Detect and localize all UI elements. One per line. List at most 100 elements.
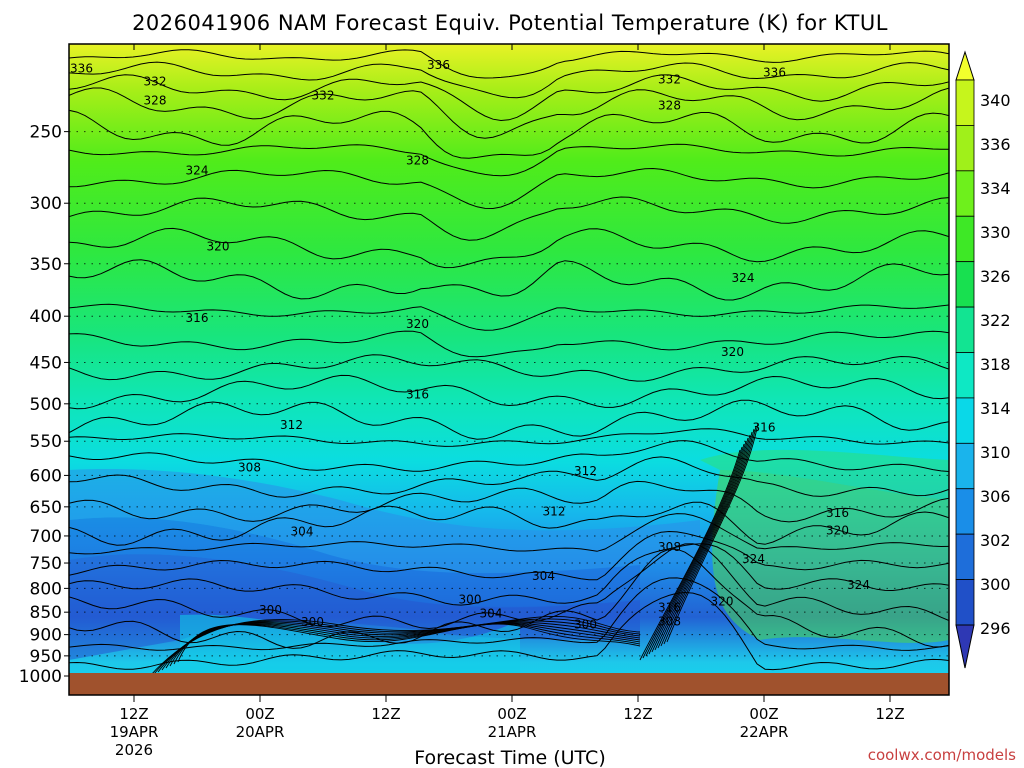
colorbar-swatch <box>955 579 975 626</box>
colorbar-swatch <box>955 215 975 263</box>
contour-line <box>69 87 949 139</box>
contour-label: 300 <box>574 617 597 631</box>
colorbar-label: 326 <box>980 267 1011 286</box>
colorbar-label: 318 <box>980 355 1011 374</box>
contour-label: 316 <box>186 311 209 325</box>
colorbar-swatch <box>955 488 975 535</box>
x-tick-label: 00Z <box>749 705 778 723</box>
y-tick-label: 1000 <box>19 667 62 687</box>
contour-line <box>660 428 755 647</box>
contour-label: 320 <box>721 345 744 359</box>
colorbar-swatch <box>955 533 975 580</box>
contour-label: 316 <box>658 601 681 615</box>
color-bands <box>69 449 949 676</box>
chart-title: 2026041906 NAM Forecast Equiv. Potential… <box>132 11 888 35</box>
y-tick-label: 800 <box>30 579 62 599</box>
contour-label: 312 <box>280 418 303 432</box>
contour-line <box>69 428 949 447</box>
contour-label: 336 <box>427 58 450 72</box>
contour-line <box>69 591 949 671</box>
contour-line <box>69 548 949 649</box>
y-tick-label: 400 <box>30 307 62 327</box>
contour-label: 308 <box>658 614 681 628</box>
contour-line <box>69 577 949 651</box>
colorbar-label: 330 <box>980 223 1011 242</box>
colorbar-swatch <box>955 261 975 308</box>
colorbar-swatch <box>955 170 975 217</box>
contour-line <box>666 422 759 643</box>
y-tick-label: 750 <box>30 554 62 574</box>
colorbar-label: 322 <box>980 311 1011 330</box>
contour-label: 304 <box>532 569 555 583</box>
colorbar-label: 340 <box>980 91 1011 110</box>
contour-label: 324 <box>732 271 755 285</box>
contour-line <box>69 543 949 606</box>
x-tick-label: 22APR <box>740 723 789 741</box>
contour-label: 312 <box>574 464 597 478</box>
contour-line <box>69 109 949 159</box>
contour-band <box>712 470 949 643</box>
contour-line <box>69 259 949 301</box>
colorbar-label: 336 <box>980 135 1011 154</box>
contour-line <box>177 623 641 663</box>
contour-line <box>69 303 949 331</box>
contour-line <box>69 49 949 79</box>
y-tick-label: 550 <box>30 432 62 452</box>
contour-label: 312 <box>543 505 566 519</box>
x-tick-label: 12Z <box>875 705 904 723</box>
x-tick-label: 12Z <box>623 705 652 723</box>
contour-lines <box>69 49 949 677</box>
credit-text: coolwx.com/models <box>868 746 1016 764</box>
contour-label: 300 <box>259 603 282 617</box>
x-tick-label: 21APR <box>488 723 537 741</box>
contour-label: 320 <box>711 594 734 608</box>
y-tick-label: 250 <box>30 123 62 143</box>
contour-label: 320 <box>406 317 429 331</box>
y-tick-label: 950 <box>30 647 62 667</box>
contour-label: 332 <box>144 74 167 88</box>
contour-line <box>651 437 749 653</box>
contour-line <box>69 74 949 122</box>
contour-line <box>69 543 949 630</box>
contour-label: 324 <box>186 163 209 177</box>
contour-label: 328 <box>658 99 681 113</box>
y-tick-label: 450 <box>30 353 62 373</box>
colorbar: 340 336 334 330 326 322 318 314 310 306 302 300 296 <box>955 50 1011 669</box>
y-tick-label: 500 <box>30 395 62 415</box>
contour-label: 332 <box>312 88 335 102</box>
contour-label: 308 <box>658 540 681 554</box>
contour-label: 316 <box>406 387 429 401</box>
plot-frame <box>68 43 950 696</box>
y-tick-label: 300 <box>30 194 62 214</box>
y-tick-label: 900 <box>30 626 62 646</box>
contour-label: 324 <box>847 578 870 592</box>
contour-line <box>642 446 743 659</box>
contour-label: 336 <box>763 65 786 79</box>
x-tick-label: 00Z <box>497 705 526 723</box>
contour-band <box>700 449 949 500</box>
contour-label: 336 <box>70 62 93 76</box>
contour-label: 332 <box>658 73 681 87</box>
contour-line <box>657 431 753 649</box>
contour-line <box>69 167 949 210</box>
contour-label: 304 <box>291 524 314 538</box>
colorbar-arrow-top <box>955 50 975 81</box>
contour-line <box>654 434 751 651</box>
contour-line <box>69 456 949 498</box>
contour-label: 300 <box>301 615 324 629</box>
colorbar-swatch <box>955 442 975 490</box>
contour-labels: 336 336 336 332 332 332 328 328 328 324 324 320 320 3… <box>70 58 870 631</box>
colorbar-label: 310 <box>980 443 1011 462</box>
x-tick-label: 2026 <box>115 741 153 759</box>
contour-line <box>648 440 747 655</box>
contour-line <box>69 399 949 440</box>
colorbar-label: 302 <box>980 531 1011 550</box>
colorbar-arrow-bottom <box>955 624 975 669</box>
colorbar-swatch <box>955 125 975 172</box>
contour-label: 328 <box>144 94 167 108</box>
y-tick-label: 700 <box>30 527 62 547</box>
colorbar-swatch <box>955 306 975 353</box>
contour-band <box>69 517 640 608</box>
